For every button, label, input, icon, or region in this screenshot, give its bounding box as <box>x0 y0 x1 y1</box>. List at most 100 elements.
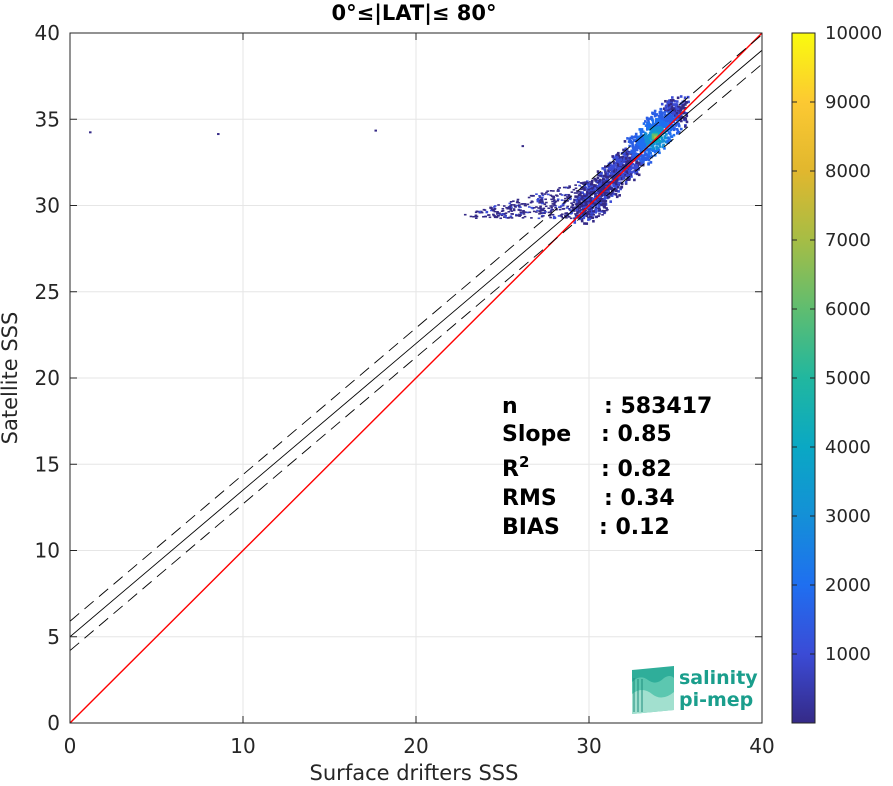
density-cell <box>659 123 662 127</box>
density-cell <box>622 159 626 162</box>
density-cell <box>612 172 616 176</box>
density-cell <box>564 215 567 218</box>
density-cell <box>547 207 551 210</box>
density-cell <box>612 160 615 164</box>
density-cell <box>585 193 588 197</box>
density-cell <box>602 209 606 212</box>
density-cell <box>588 192 592 194</box>
density-cell <box>538 210 541 213</box>
density-cell <box>556 199 560 202</box>
density-cell <box>644 140 647 143</box>
density-cell <box>625 152 629 156</box>
density-cell <box>569 217 573 220</box>
density-cell <box>607 181 611 184</box>
density-cell <box>515 213 518 216</box>
density-cell <box>673 103 677 107</box>
density-cell <box>580 217 584 221</box>
density-cell <box>614 161 618 165</box>
density-cell <box>617 190 620 193</box>
density-cell <box>646 138 649 141</box>
density-cell <box>521 217 525 219</box>
density-cell <box>636 145 640 149</box>
density-cell <box>573 198 576 202</box>
density-cell <box>551 196 555 198</box>
density-cell <box>583 195 587 199</box>
y-tick-label: 10 <box>35 539 60 563</box>
density-cell <box>635 170 639 173</box>
density-cell <box>523 203 527 205</box>
density-cell <box>598 189 601 191</box>
density-cell <box>684 103 687 106</box>
density-cell <box>564 214 567 217</box>
density-cell <box>664 99 667 103</box>
density-cell <box>651 123 655 127</box>
density-cell <box>609 181 613 184</box>
density-cell <box>594 200 597 203</box>
density-cell <box>603 165 607 168</box>
density-cell <box>655 130 659 133</box>
density-cell <box>553 200 556 203</box>
density-cell <box>591 213 595 215</box>
density-cell <box>492 209 495 212</box>
density-cell <box>663 147 666 150</box>
density-cell <box>545 191 548 194</box>
density-cell <box>583 189 586 192</box>
density-cell <box>659 126 662 130</box>
density-cell <box>647 125 651 128</box>
density-cell <box>616 185 620 189</box>
density-cell <box>545 201 548 204</box>
density-cell <box>614 193 618 196</box>
density-cell <box>482 208 486 211</box>
density-cell <box>595 188 598 192</box>
y-tick-label: 0 <box>47 711 60 735</box>
density-cell <box>509 200 513 203</box>
density-cell <box>490 209 493 212</box>
density-cell <box>612 180 615 184</box>
density-cell <box>627 178 631 181</box>
density-cell <box>568 195 572 198</box>
x-tick-label: 20 <box>403 734 428 758</box>
density-cell <box>513 204 516 206</box>
density-cell <box>611 155 614 158</box>
density-cell <box>680 119 683 123</box>
density-cell <box>646 121 649 125</box>
density-cell <box>558 208 562 211</box>
density-cell <box>501 213 504 215</box>
density-cell <box>597 207 600 210</box>
stat-label: BIAS <box>502 515 560 540</box>
density-cell <box>681 111 684 115</box>
density-cell <box>647 151 651 154</box>
density-cell <box>578 216 582 218</box>
y-tick-label: 35 <box>35 107 60 131</box>
density-cell <box>624 147 628 151</box>
density-cell <box>608 174 612 178</box>
density-cell <box>546 190 549 192</box>
outlier-point <box>89 131 92 134</box>
density-cell <box>615 156 619 159</box>
density-cell <box>595 216 599 219</box>
density-cell <box>509 215 513 218</box>
density-cell <box>536 209 539 212</box>
density-cell <box>590 184 594 186</box>
density-cell <box>618 167 622 170</box>
density-cell <box>573 221 577 224</box>
density-cell <box>649 126 653 130</box>
density-cell <box>601 209 604 212</box>
density-cell <box>650 147 653 151</box>
density-cell <box>581 206 585 209</box>
density-cell <box>595 200 599 203</box>
density-cell <box>634 132 638 136</box>
density-cell <box>628 168 632 172</box>
density-cell <box>517 201 521 204</box>
density-cell <box>581 183 585 185</box>
density-cell <box>505 206 508 209</box>
density-cell <box>602 199 605 203</box>
density-cell <box>628 156 631 160</box>
density-cell <box>667 109 670 113</box>
density-cell <box>649 137 652 140</box>
density-cell <box>551 205 554 207</box>
density-cell <box>564 197 567 200</box>
x-axis-title: Surface drifters SSS <box>310 761 519 785</box>
density-cell <box>591 211 595 213</box>
density-cell <box>653 112 657 115</box>
